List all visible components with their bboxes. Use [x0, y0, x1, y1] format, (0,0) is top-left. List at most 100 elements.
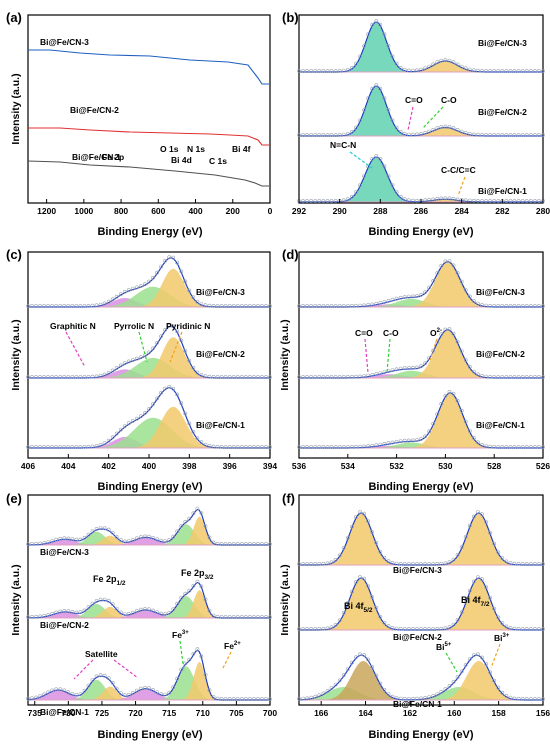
raw-data-point [159, 334, 164, 339]
raw-data-point [251, 697, 256, 701]
raw-data-point [394, 696, 399, 700]
raw-data-point [496, 133, 501, 137]
raw-data-point [50, 539, 55, 543]
series-label: Bi@Fe/CN-3 [476, 287, 525, 297]
raw-data-point [533, 445, 537, 449]
raw-data-point [435, 60, 440, 65]
raw-data-point [463, 419, 468, 424]
raw-data-point [54, 375, 59, 379]
raw-data-point [94, 303, 99, 308]
raw-data-point [488, 670, 493, 675]
raw-data-point [362, 374, 367, 379]
raw-data-point [370, 595, 375, 599]
raw-data-point [504, 694, 509, 698]
raw-data-point [492, 375, 497, 379]
raw-data-point [163, 539, 168, 544]
raw-data-point [439, 125, 444, 129]
panel-f-xlabel: Binding Energy (eV) [368, 729, 473, 741]
raw-data-point [410, 198, 415, 203]
raw-data-point [533, 627, 537, 631]
raw-data-point [247, 615, 252, 619]
raw-data-point [313, 562, 318, 566]
raw-data-point [410, 132, 415, 137]
raw-data-point [151, 346, 155, 351]
raw-data-point [207, 688, 212, 693]
panel-a-ylabel: Intensity (a.u.) [10, 73, 22, 144]
raw-data-point [66, 536, 71, 541]
raw-data-point [247, 304, 252, 308]
raw-data-point [349, 194, 354, 199]
fit-envelope [28, 325, 270, 379]
raw-data-point [398, 295, 403, 300]
annot-line-bi3 [490, 643, 501, 669]
annot-fe-2p32: Fe 2p3/2 [181, 568, 214, 581]
raw-data-point [134, 285, 139, 290]
raw-data-point [207, 374, 212, 379]
raw-data-point [171, 607, 176, 612]
raw-data-point [492, 606, 497, 611]
raw-data-point [378, 371, 383, 376]
raw-data-point [366, 303, 371, 307]
raw-data-point [82, 688, 87, 693]
raw-data-point [195, 506, 200, 511]
raw-data-point [370, 86, 375, 91]
raw-data-point [78, 445, 83, 449]
raw-data-point [70, 537, 75, 542]
raw-data-point [207, 608, 212, 613]
raw-data-point [480, 69, 484, 73]
series-label: Bi@Fe/CN-1 [196, 420, 245, 430]
raw-data-point [219, 444, 224, 449]
raw-data-point [492, 678, 497, 683]
raw-data-point [126, 692, 131, 697]
raw-data-point [447, 684, 452, 688]
raw-data-point [349, 660, 354, 665]
raw-data-point [30, 615, 34, 619]
raw-data-point [398, 366, 403, 371]
raw-data-point [74, 304, 79, 308]
raw-data-point [533, 562, 537, 566]
raw-data-point [451, 391, 456, 396]
raw-data-point [183, 349, 188, 353]
raw-data-point [155, 537, 160, 542]
raw-data-point [520, 133, 525, 137]
raw-data-point [463, 66, 468, 71]
x-tick-label: 400 [142, 461, 156, 471]
raw-data-point [175, 676, 180, 681]
raw-data-point [467, 657, 472, 662]
raw-data-point [130, 286, 135, 291]
raw-data-point [118, 427, 123, 432]
x-tick-label: 715 [162, 708, 176, 718]
raw-data-point [382, 370, 387, 375]
raw-data-point [394, 296, 399, 301]
raw-data-point [366, 519, 371, 524]
raw-data-point [431, 627, 436, 631]
raw-data-point [179, 595, 184, 600]
raw-data-point [520, 69, 525, 73]
annot-line-bi5 [445, 652, 458, 673]
raw-data-point [126, 539, 131, 544]
raw-data-point [370, 156, 375, 161]
raw-data-point [163, 612, 168, 616]
raw-data-point [471, 68, 476, 73]
raw-data-point [26, 615, 30, 619]
fit-envelope [299, 577, 543, 631]
raw-data-point [537, 697, 541, 701]
raw-data-point [309, 199, 314, 203]
raw-data-point [443, 58, 448, 62]
series-label: Bi@Fe/CN-1 [40, 707, 89, 717]
raw-data-point [219, 375, 224, 379]
raw-data-point [82, 375, 87, 379]
raw-data-point [227, 375, 232, 379]
raw-data-point [255, 542, 260, 546]
raw-data-point [390, 54, 395, 59]
raw-data-point [475, 440, 480, 445]
raw-data-point [118, 538, 123, 542]
raw-data-point [106, 598, 111, 603]
raw-data-point [239, 542, 244, 546]
annot-line-satellite-2 [113, 659, 139, 679]
raw-data-point [455, 62, 460, 67]
raw-data-point [431, 278, 436, 283]
raw-data-point [402, 366, 407, 371]
raw-data-point [337, 678, 342, 683]
